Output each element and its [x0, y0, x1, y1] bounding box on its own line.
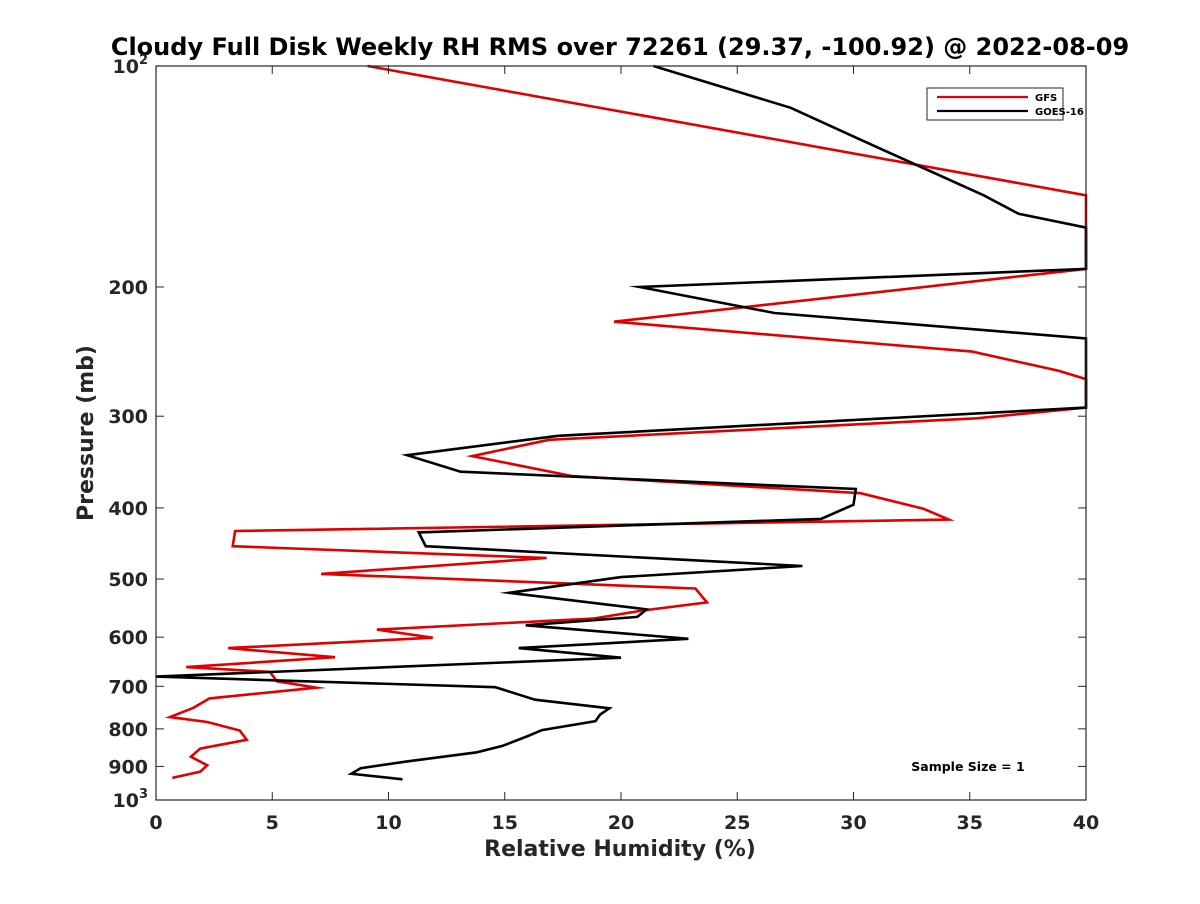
y-axis-label: Pressure (mb)	[74, 345, 99, 521]
series-layer	[155, 64, 1088, 781]
legend-box	[926, 87, 1064, 121]
legend[interactable]: GFS GOES-16	[926, 87, 1084, 121]
series-line-goes-16	[155, 64, 1088, 781]
x-tick-label: 40	[1073, 812, 1099, 834]
y-axis: 102 200 300 400 500 600 700 800 900 103	[108, 53, 1086, 812]
y-tick-label: 103	[113, 787, 149, 812]
x-tick-label: 10	[375, 812, 401, 834]
legend-label-goes-16: GOES-16	[1035, 107, 1084, 118]
y-tick-label: 102	[113, 53, 149, 78]
y-tick-label: 900	[108, 756, 148, 778]
x-tick-label: 20	[608, 812, 634, 834]
x-axis: 0 5 10 15 20 25 30 35 40	[149, 66, 1099, 834]
y-tick-label: 500	[108, 569, 148, 591]
x-tick-label: 30	[840, 812, 866, 834]
legend-label-gfs: GFS	[1035, 93, 1057, 104]
x-tick-label: 5	[266, 812, 279, 834]
y-tick-label: 400	[108, 498, 148, 520]
y-tick-label: 300	[108, 406, 148, 428]
chart-title: Cloudy Full Disk Weekly RH RMS over 7226…	[111, 33, 1129, 61]
x-tick-label: 15	[492, 812, 518, 834]
x-tick-label: 25	[724, 812, 750, 834]
y-tick-label: 600	[108, 627, 148, 649]
x-axis-label: Relative Humidity (%)	[484, 837, 756, 862]
x-tick-label: 35	[957, 812, 983, 834]
y-tick-label: 200	[108, 277, 148, 299]
sample-size-annotation: Sample Size = 1	[911, 759, 1024, 774]
x-tick-label: 0	[149, 812, 162, 834]
y-tick-label: 700	[108, 676, 148, 698]
y-tick-label: 800	[108, 719, 148, 741]
